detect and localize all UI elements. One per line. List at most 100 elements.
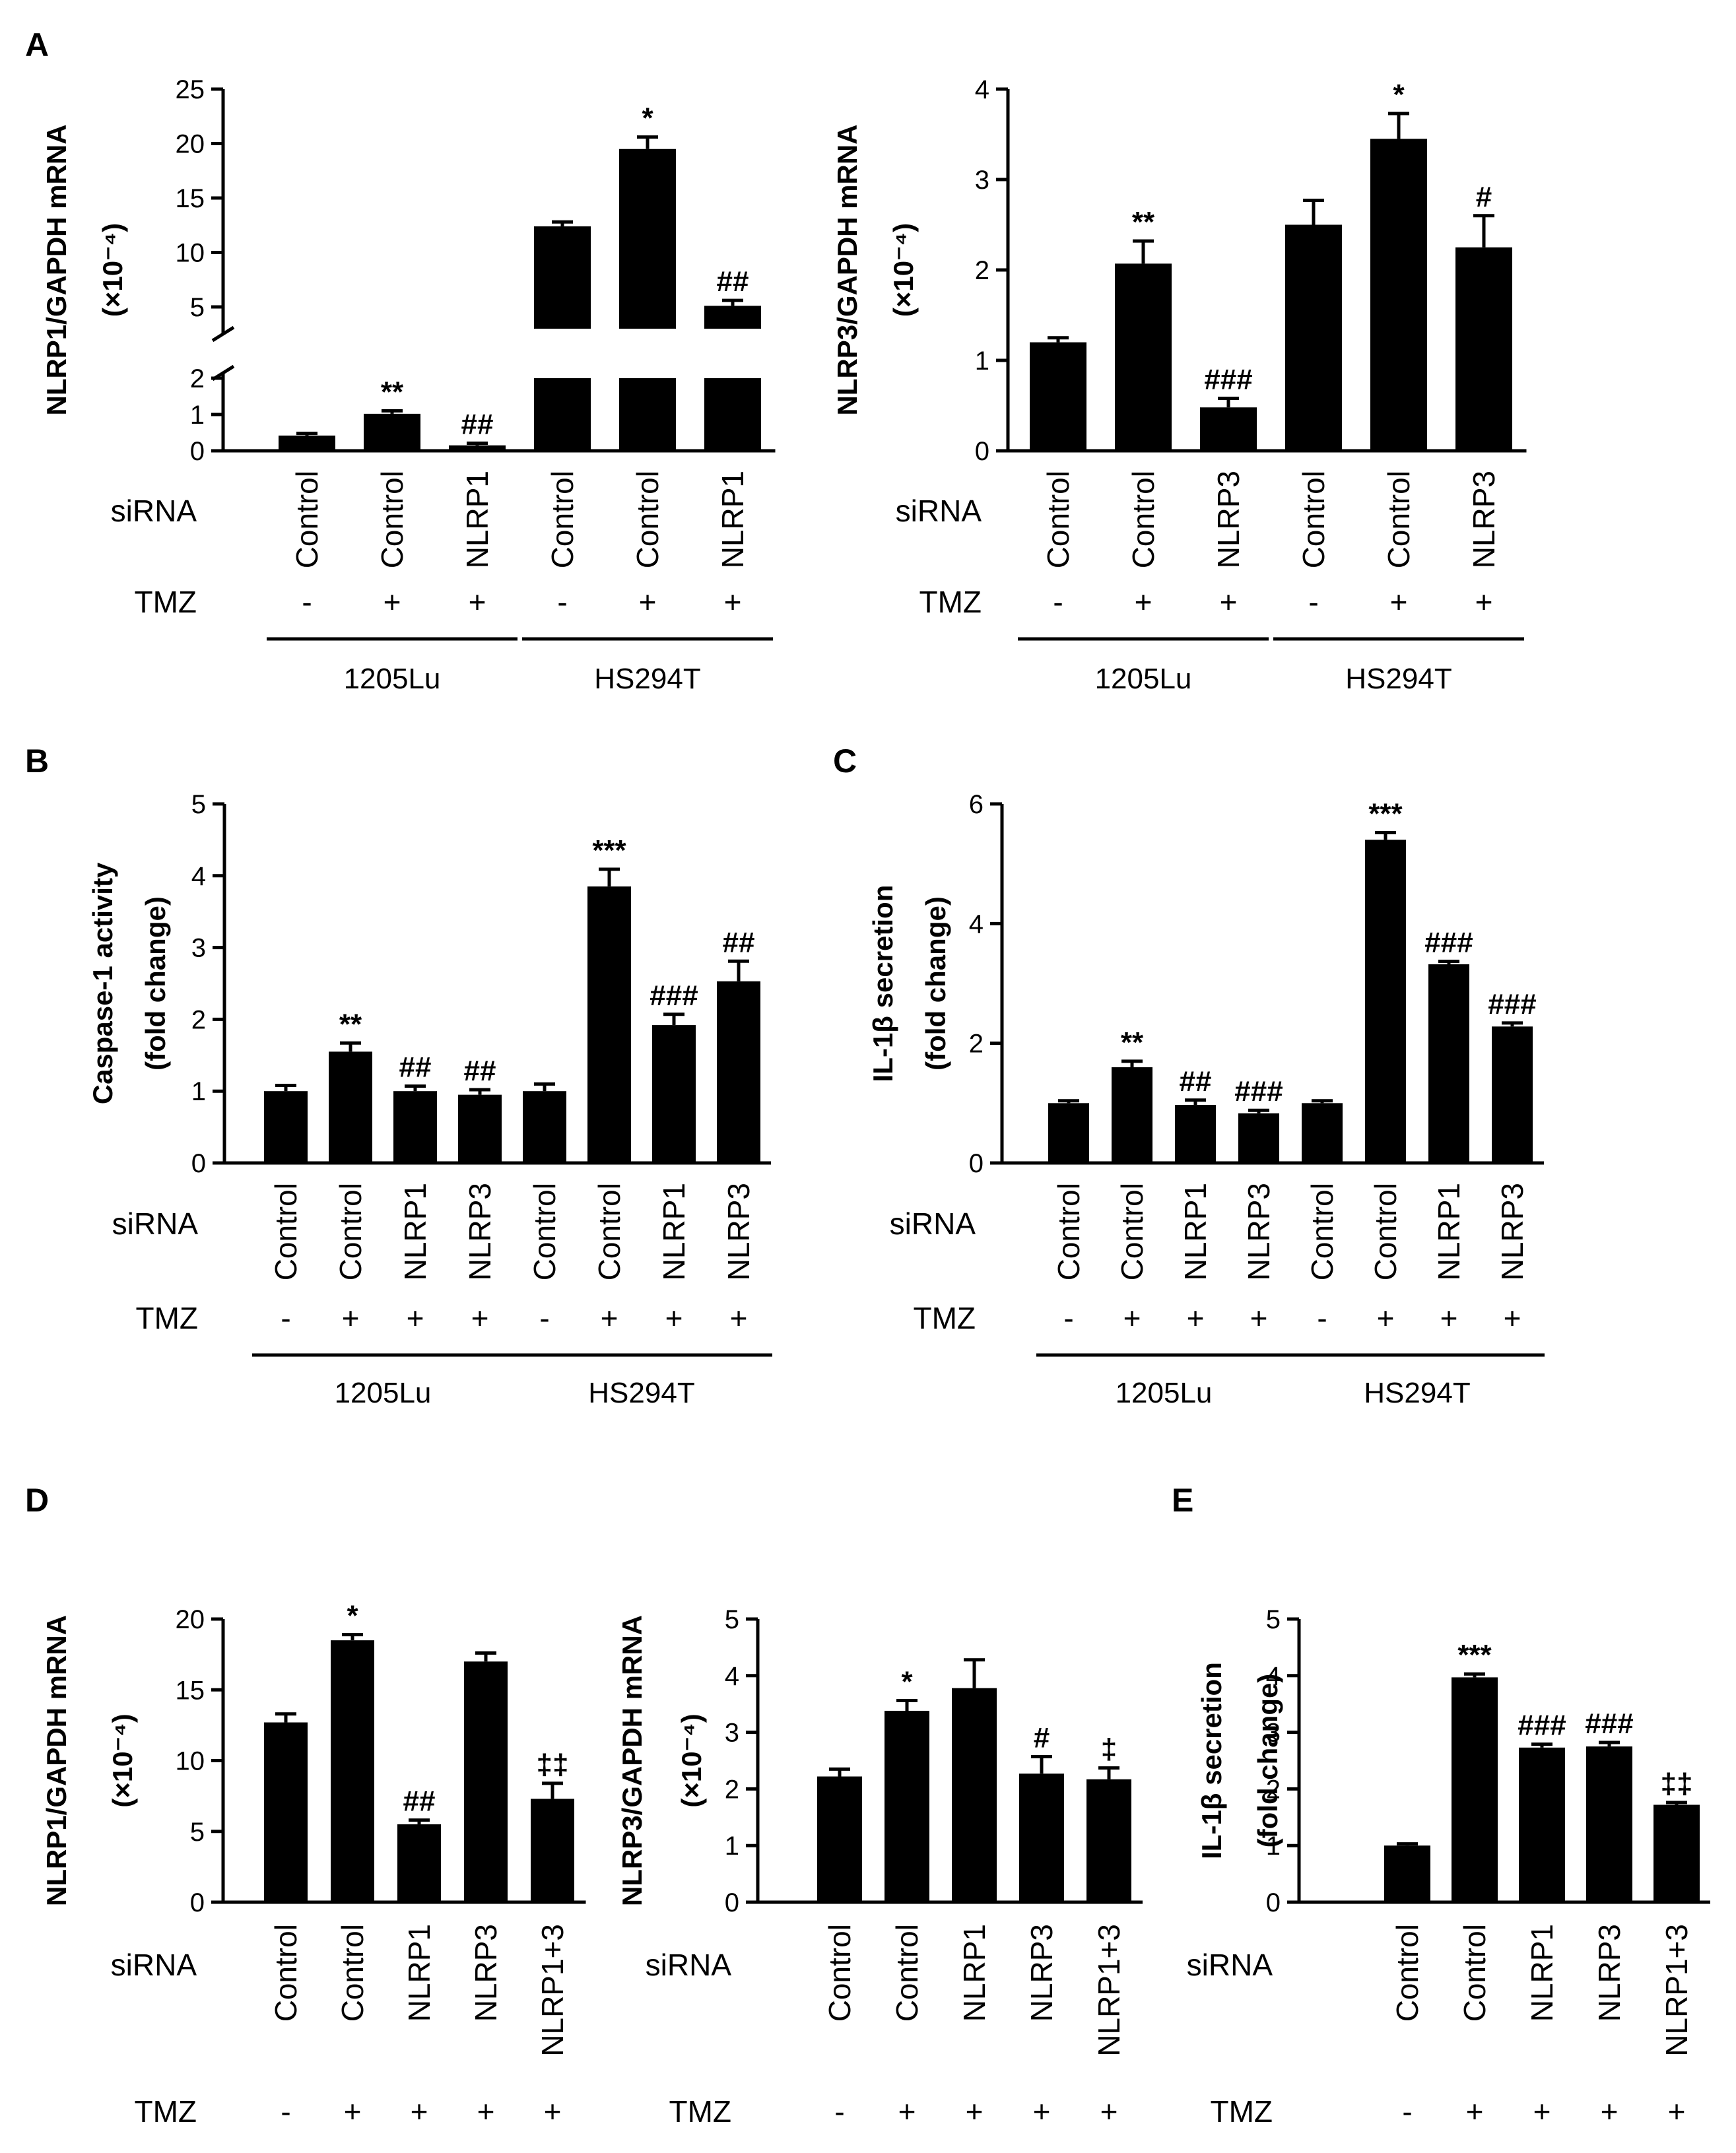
category-label: NLRP1 xyxy=(657,1183,691,1280)
category-label: Control xyxy=(822,1924,857,2022)
y-tick-label: 20 xyxy=(176,130,205,159)
chart-e: E IL-1β secretion (fold change) 0 1 2 3 4 5 *** ##… xyxy=(1172,1482,1710,2129)
bar xyxy=(523,1091,566,1163)
category-label: NLRP3 xyxy=(1467,471,1501,568)
sirna-row-label: siRNA xyxy=(1187,1948,1273,1982)
bar xyxy=(1492,1026,1533,1163)
bar xyxy=(704,306,761,329)
y-tick-label: 3 xyxy=(975,166,989,195)
bar xyxy=(329,1051,372,1163)
tmz-sign: + xyxy=(1033,2094,1051,2129)
chart-b: B Caspase-1 activity (fold change) 0 1 2 3 4 5 **… xyxy=(25,743,772,1409)
y-axis-label: NLRP3/GAPDH mRNA xyxy=(617,1615,648,1906)
y-tick-label: 2 xyxy=(190,364,205,393)
y-axis-label: NLRP3/GAPDH mRNA xyxy=(832,124,863,415)
tmz-row-label: TMZ xyxy=(919,585,982,619)
bar xyxy=(279,435,335,451)
bar xyxy=(464,1661,508,1902)
bar xyxy=(1175,1105,1216,1163)
tmz-row-label: TMZ xyxy=(1210,2094,1273,2129)
bar xyxy=(1302,1103,1343,1163)
bar xyxy=(1365,840,1406,1163)
tmz-sign: + xyxy=(639,585,657,619)
tmz-sign: + xyxy=(471,1301,489,1335)
tmz-sign: - xyxy=(834,2094,844,2129)
tmz-sign: + xyxy=(1668,2094,1686,2129)
category-label: NLRP1 xyxy=(1432,1183,1466,1280)
y-tick-label: 10 xyxy=(176,239,205,268)
y-axis-unit: (fold change) xyxy=(1252,1674,1283,1848)
sirna-row-label: siRNA xyxy=(111,494,197,528)
significance-mark: # xyxy=(1034,1721,1050,1754)
tmz-sign: - xyxy=(557,585,567,619)
tmz-sign: + xyxy=(898,2094,916,2129)
group-label: 1205Lu xyxy=(1095,663,1192,695)
sirna-row-label: siRNA xyxy=(646,1948,732,1982)
bar xyxy=(619,378,676,451)
group-label: HS294T xyxy=(588,1377,694,1409)
y-tick-label: 1 xyxy=(725,1832,739,1861)
category-label: Control xyxy=(333,1183,368,1280)
bar xyxy=(1112,1067,1152,1163)
y-tick-label: 25 xyxy=(176,75,205,104)
y-axis-unit: (×10⁻⁴) xyxy=(107,1713,138,1807)
y-tick-label: 5 xyxy=(190,1818,205,1847)
y-tick-label: 4 xyxy=(969,910,984,939)
tmz-sign: + xyxy=(1187,1301,1205,1335)
category-label: NLRP1+3 xyxy=(1659,1924,1694,2057)
y-tick-label: 2 xyxy=(975,256,989,285)
y-tick-label: 4 xyxy=(725,1662,739,1691)
y-tick-label: 0 xyxy=(191,1149,206,1178)
axis-break-mark xyxy=(211,325,235,343)
y-tick-label: 5 xyxy=(191,790,206,819)
bar xyxy=(1200,407,1257,451)
bar xyxy=(264,1722,308,1902)
bar xyxy=(1519,1747,1565,1902)
bar xyxy=(1048,1103,1089,1163)
significance-mark: ## xyxy=(464,1055,496,1087)
category-label: NLRP1 xyxy=(1178,1183,1213,1280)
tmz-sign: + xyxy=(1377,1301,1395,1335)
y-tick-label: 2 xyxy=(1266,1775,1281,1804)
category-label: NLRP1 xyxy=(398,1183,432,1280)
tmz-sign: - xyxy=(281,2094,290,2129)
panel-letter: E xyxy=(1172,1482,1193,1519)
category-label: Control xyxy=(375,471,409,568)
bar xyxy=(817,1776,862,1902)
y-tick-label: 20 xyxy=(176,1605,205,1634)
category-label: NLRP1+3 xyxy=(535,1924,570,2057)
category-label: NLRP3 xyxy=(1211,471,1246,568)
significance-mark: ### xyxy=(1234,1075,1283,1108)
y-tick-label: 2 xyxy=(969,1030,984,1059)
group-label: HS294T xyxy=(1364,1377,1470,1409)
y-tick-label: 3 xyxy=(1266,1719,1281,1748)
category-label: Control xyxy=(1457,1924,1492,2022)
tmz-sign: + xyxy=(1533,2094,1551,2129)
category-label: Control xyxy=(1126,471,1160,568)
tmz-sign: + xyxy=(1250,1301,1268,1335)
significance-mark: ## xyxy=(399,1051,432,1084)
tmz-row-label: TMZ xyxy=(134,2094,197,2129)
y-axis-unit: (×10⁻⁴) xyxy=(97,223,128,317)
category-label: NLRP1+3 xyxy=(1092,1924,1126,2057)
y-tick-label: 1 xyxy=(191,1077,206,1106)
bar xyxy=(952,1688,997,1902)
tmz-sign: + xyxy=(342,1301,360,1335)
bar xyxy=(1285,224,1342,451)
y-tick-label: 1 xyxy=(190,401,205,430)
y-tick-label: 3 xyxy=(191,934,206,963)
bar xyxy=(1452,1677,1498,1902)
bar xyxy=(704,378,761,451)
y-tick-label: 0 xyxy=(725,1888,739,1917)
y-axis-label: IL-1β secretion xyxy=(1196,1662,1227,1859)
significance-mark: ## xyxy=(461,408,494,440)
y-tick-label: 4 xyxy=(191,862,206,891)
y-tick-label: 6 xyxy=(969,790,984,819)
category-label: NLRP3 xyxy=(1592,1924,1626,2022)
y-axis-unit: (fold change) xyxy=(920,896,951,1071)
group-label: HS294T xyxy=(1345,663,1452,695)
y-axis-unit: (fold change) xyxy=(140,896,171,1071)
significance-mark: ** xyxy=(1132,206,1155,238)
